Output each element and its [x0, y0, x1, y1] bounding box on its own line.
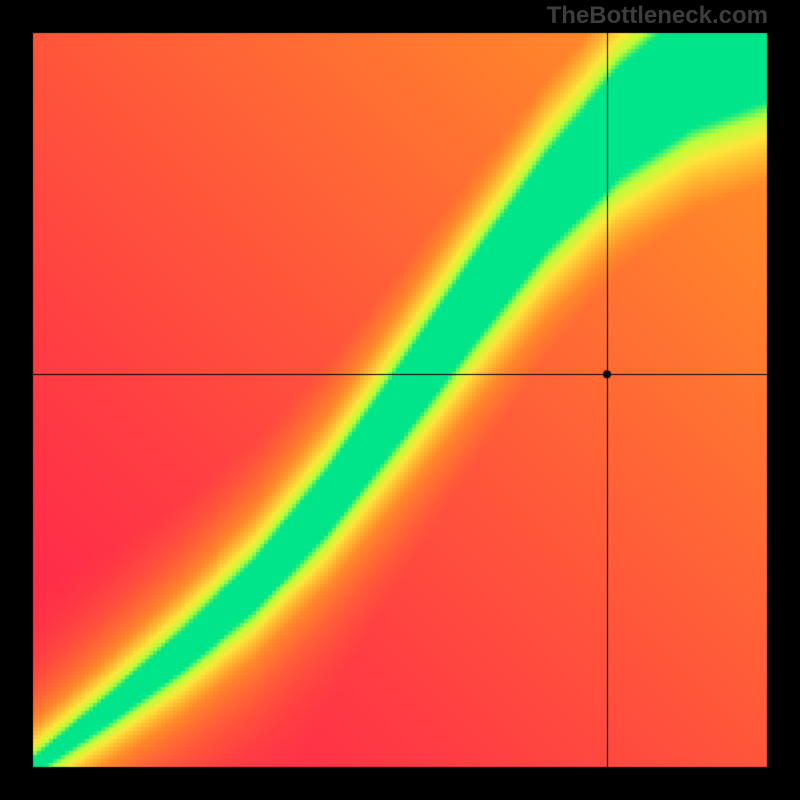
watermark-label: TheBottleneck.com [547, 2, 768, 30]
chart-container: TheBottleneck.com [0, 0, 800, 800]
heatmap-canvas [0, 0, 800, 800]
